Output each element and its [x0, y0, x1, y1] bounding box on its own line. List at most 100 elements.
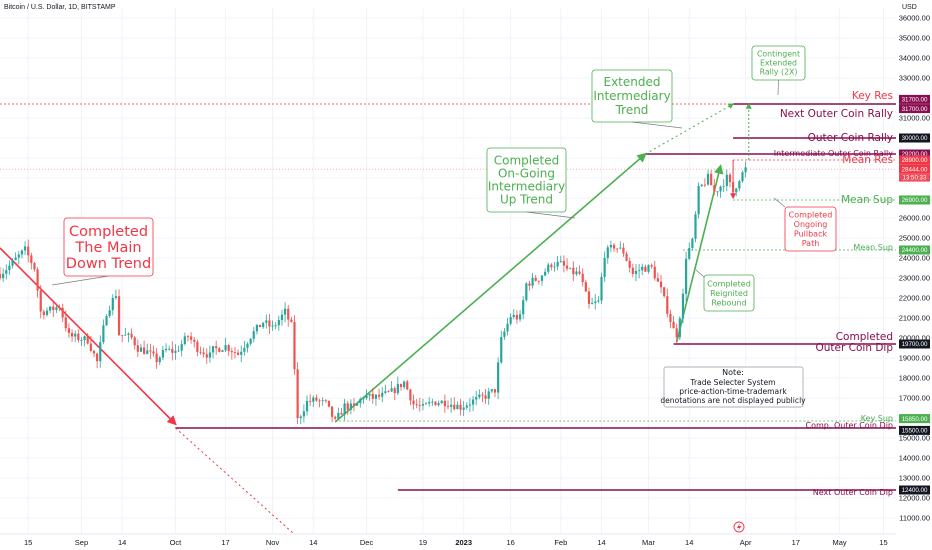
- pullback-callout-box: [784, 206, 837, 252]
- candle-up: [547, 264, 550, 272]
- candle-up: [139, 347, 143, 352]
- time-tick-label: 14: [118, 538, 126, 547]
- candle-down: [86, 336, 89, 344]
- candle-down: [155, 353, 158, 363]
- candle-up: [158, 357, 161, 363]
- candle-up: [431, 401, 434, 403]
- candle-down: [377, 394, 381, 397]
- candle-down: [625, 253, 628, 261]
- price-tick-label: 35000.00: [899, 34, 930, 43]
- candle-up: [11, 260, 14, 266]
- candle-up: [45, 310, 49, 316]
- candle-up: [706, 173, 710, 185]
- intermediate-rally-tag-bg: [899, 149, 930, 159]
- candle-up: [456, 404, 459, 410]
- candle-down: [293, 322, 296, 370]
- candle-down: [584, 282, 587, 292]
- price-tick-label: 31000.00: [899, 114, 930, 123]
- price-tick-label: 19000.00: [899, 354, 930, 363]
- candle-up: [23, 246, 27, 251]
- mean-res-tag: 28900.00: [902, 157, 928, 164]
- candle-up: [384, 391, 387, 393]
- main-down-trend-callout: Completed The Main Down Trend: [66, 224, 151, 272]
- candle-up: [606, 247, 609, 259]
- candle-down: [130, 333, 133, 338]
- candle-up: [678, 318, 681, 338]
- candle-down: [327, 400, 331, 407]
- candle-up: [440, 400, 443, 404]
- extended-trend-callout: Extended Intermediary Trend: [593, 75, 670, 117]
- candle-down: [710, 173, 713, 186]
- candle-down: [39, 290, 42, 312]
- candle-down: [0, 274, 2, 279]
- candle-down: [443, 400, 446, 407]
- time-tick-label: 14: [309, 538, 317, 547]
- candle-up: [725, 174, 728, 187]
- candle-up: [161, 350, 165, 358]
- candle-up: [302, 411, 305, 417]
- outer-coin-rally-tag: 30000.00: [902, 135, 928, 142]
- intermediary-up-trend-line: [334, 152, 647, 423]
- price-axis-bg: [896, 0, 932, 550]
- candle-down: [484, 395, 487, 399]
- candle-down: [215, 346, 218, 349]
- completed-label-line2: Outer Coin Dip: [816, 342, 894, 354]
- price-tick-label: 20000.00: [899, 334, 930, 343]
- candle-up: [374, 394, 378, 399]
- candle-down: [515, 314, 519, 320]
- time-tick-label: Sep: [75, 538, 88, 547]
- candle-down: [666, 296, 669, 314]
- candle-down: [309, 400, 312, 402]
- mean-sup-label: Mean Sup: [841, 194, 893, 206]
- key-res-tag-bg: [899, 104, 930, 114]
- key-res-label: Key Res: [852, 90, 893, 102]
- candle-down: [61, 307, 64, 318]
- candle-up: [14, 257, 17, 261]
- candle-down: [233, 352, 237, 353]
- candle-up: [177, 350, 180, 352]
- next-outer-coin-dip-label: Next Outer Coin Dip: [813, 488, 893, 497]
- candle-up: [609, 244, 613, 248]
- pullback-callout: Completed Ongoing Pullback Path: [789, 211, 833, 249]
- candle-up: [522, 300, 525, 315]
- candle-up: [641, 266, 644, 271]
- candle-down: [42, 311, 45, 316]
- candle-up: [437, 403, 440, 406]
- candle-down: [96, 353, 99, 362]
- candle-up: [359, 399, 362, 404]
- candle-down: [186, 336, 190, 338]
- time-tick-label: 16: [506, 538, 514, 547]
- mean-res-label: Mean Res: [842, 154, 893, 166]
- candle-down: [650, 265, 653, 267]
- candle-up: [208, 352, 211, 358]
- candle-up: [243, 347, 246, 352]
- mean-sup-lower-tag: 24400.00: [902, 247, 928, 254]
- candle-down: [315, 397, 318, 401]
- current-price-tag: 28444.00: [902, 166, 928, 173]
- time-tick-label: Feb: [554, 538, 567, 547]
- candle-up: [475, 397, 478, 400]
- candle-up: [497, 362, 500, 393]
- candle-down: [631, 267, 634, 274]
- price-axis[interactable]: 11000.00 12000.00 13000.00 14000.00 15000.00…: [896, 0, 932, 550]
- candle-up: [478, 394, 481, 398]
- candle-up: [500, 336, 503, 363]
- candle-up: [368, 393, 371, 396]
- candle-up: [738, 181, 741, 189]
- candle-down: [713, 185, 716, 192]
- candle-up: [685, 258, 688, 294]
- candle-down: [371, 393, 374, 399]
- candle-down: [290, 319, 293, 323]
- candle-up: [694, 214, 697, 239]
- candle-up: [700, 184, 703, 186]
- candle-down: [196, 341, 199, 352]
- candle-down: [418, 405, 421, 407]
- time-axis[interactable]: 15 Sep 14 Oct 17 Nov 14 Dec 19 2023 16 Feb 14 Mar 14 Ap…: [0, 521, 896, 550]
- candle-up: [20, 250, 24, 255]
- time-tick-label: Nov: [266, 538, 280, 547]
- next-outer-coin-rally-label: Next Outer Coin Rally: [780, 108, 893, 120]
- candle-down: [152, 351, 155, 354]
- candle-up: [403, 381, 406, 388]
- time-tick-label: 17: [221, 538, 229, 547]
